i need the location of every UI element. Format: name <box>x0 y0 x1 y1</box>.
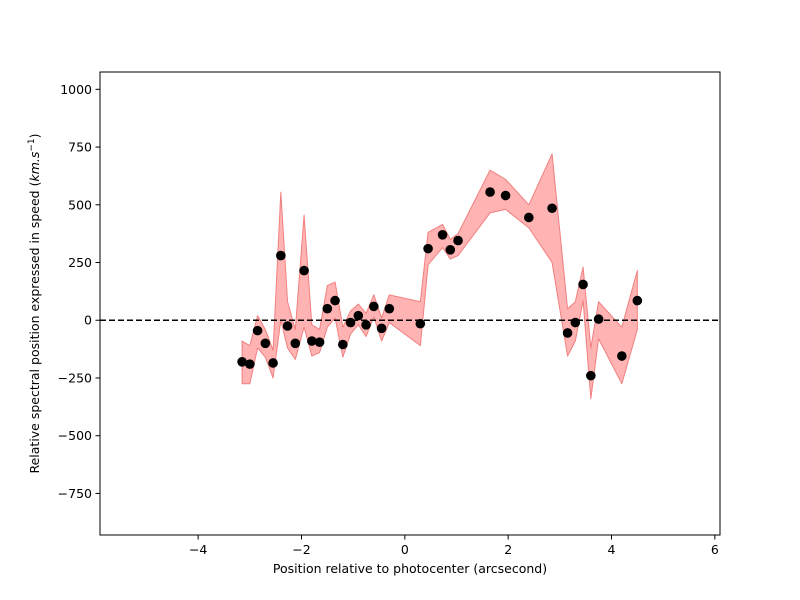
data-point <box>423 243 433 254</box>
y-tick-label: −750 <box>58 486 92 501</box>
x-tick-label: −2 <box>292 542 310 557</box>
data-point <box>437 230 448 240</box>
x-ticks: −4 −2 0 2 4 6 <box>189 535 719 557</box>
data-point <box>345 317 356 328</box>
data-point <box>237 357 247 367</box>
x-tick-label: 4 <box>608 542 616 557</box>
x-tick-label: 2 <box>504 542 512 557</box>
data-point <box>252 325 263 336</box>
y-axis-label: Relative spectral position expressed in … <box>27 133 42 473</box>
x-axis-label: Position relative to photocenter (arcsec… <box>273 561 547 576</box>
data-point <box>282 321 293 331</box>
data-point <box>276 250 286 261</box>
data-point <box>593 314 604 324</box>
data-point <box>524 212 534 223</box>
data-point <box>586 370 596 381</box>
data-point <box>415 318 426 329</box>
data-point <box>268 358 278 368</box>
y-tick-label: 0 <box>84 313 92 328</box>
confidence-band-layer <box>241 153 638 400</box>
data-point <box>485 187 495 197</box>
data-point <box>384 303 395 314</box>
data-point <box>578 279 588 290</box>
y-tick-label: 750 <box>68 140 92 155</box>
data-point <box>376 323 387 334</box>
data-point <box>353 310 364 321</box>
data-point <box>338 339 348 350</box>
data-point <box>562 328 573 338</box>
uncertainty-band <box>241 153 638 400</box>
data-point <box>361 320 371 330</box>
y-tick-label: 250 <box>68 255 92 270</box>
y-axis-label-unit-exponent: −1 <box>27 138 37 151</box>
x-tick-label: 6 <box>711 542 719 557</box>
data-point <box>260 338 271 349</box>
data-point <box>369 301 379 312</box>
data-point <box>245 359 255 369</box>
y-axis-label-unit: km.s <box>27 151 42 181</box>
y-tick-label: 1000 <box>60 82 92 97</box>
y-axis-label-text: Relative spectral position expressed in … <box>27 182 42 474</box>
x-tick-label: −4 <box>189 542 207 557</box>
data-point <box>632 295 643 306</box>
data-point <box>445 245 456 255</box>
data-point <box>322 303 333 314</box>
data-point <box>570 317 581 328</box>
data-point <box>500 190 511 201</box>
data-point <box>314 337 325 347</box>
x-tick-label: 0 <box>401 542 409 557</box>
data-point <box>547 203 557 214</box>
y-tick-label: 500 <box>68 197 92 212</box>
data-point <box>299 265 309 276</box>
y-tick-label: −250 <box>58 370 92 385</box>
y-axis-label-close: ) <box>27 133 42 138</box>
data-point <box>290 338 301 349</box>
data-point <box>617 351 627 361</box>
data-point <box>330 295 340 306</box>
y-tick-label: −500 <box>58 428 92 443</box>
axes-frame <box>99 71 721 536</box>
y-ticks: −750 −500 −250 0 250 500 750 1000 <box>58 82 100 501</box>
data-point <box>453 235 463 246</box>
data-point <box>307 336 317 346</box>
data-points-layer <box>237 187 643 381</box>
